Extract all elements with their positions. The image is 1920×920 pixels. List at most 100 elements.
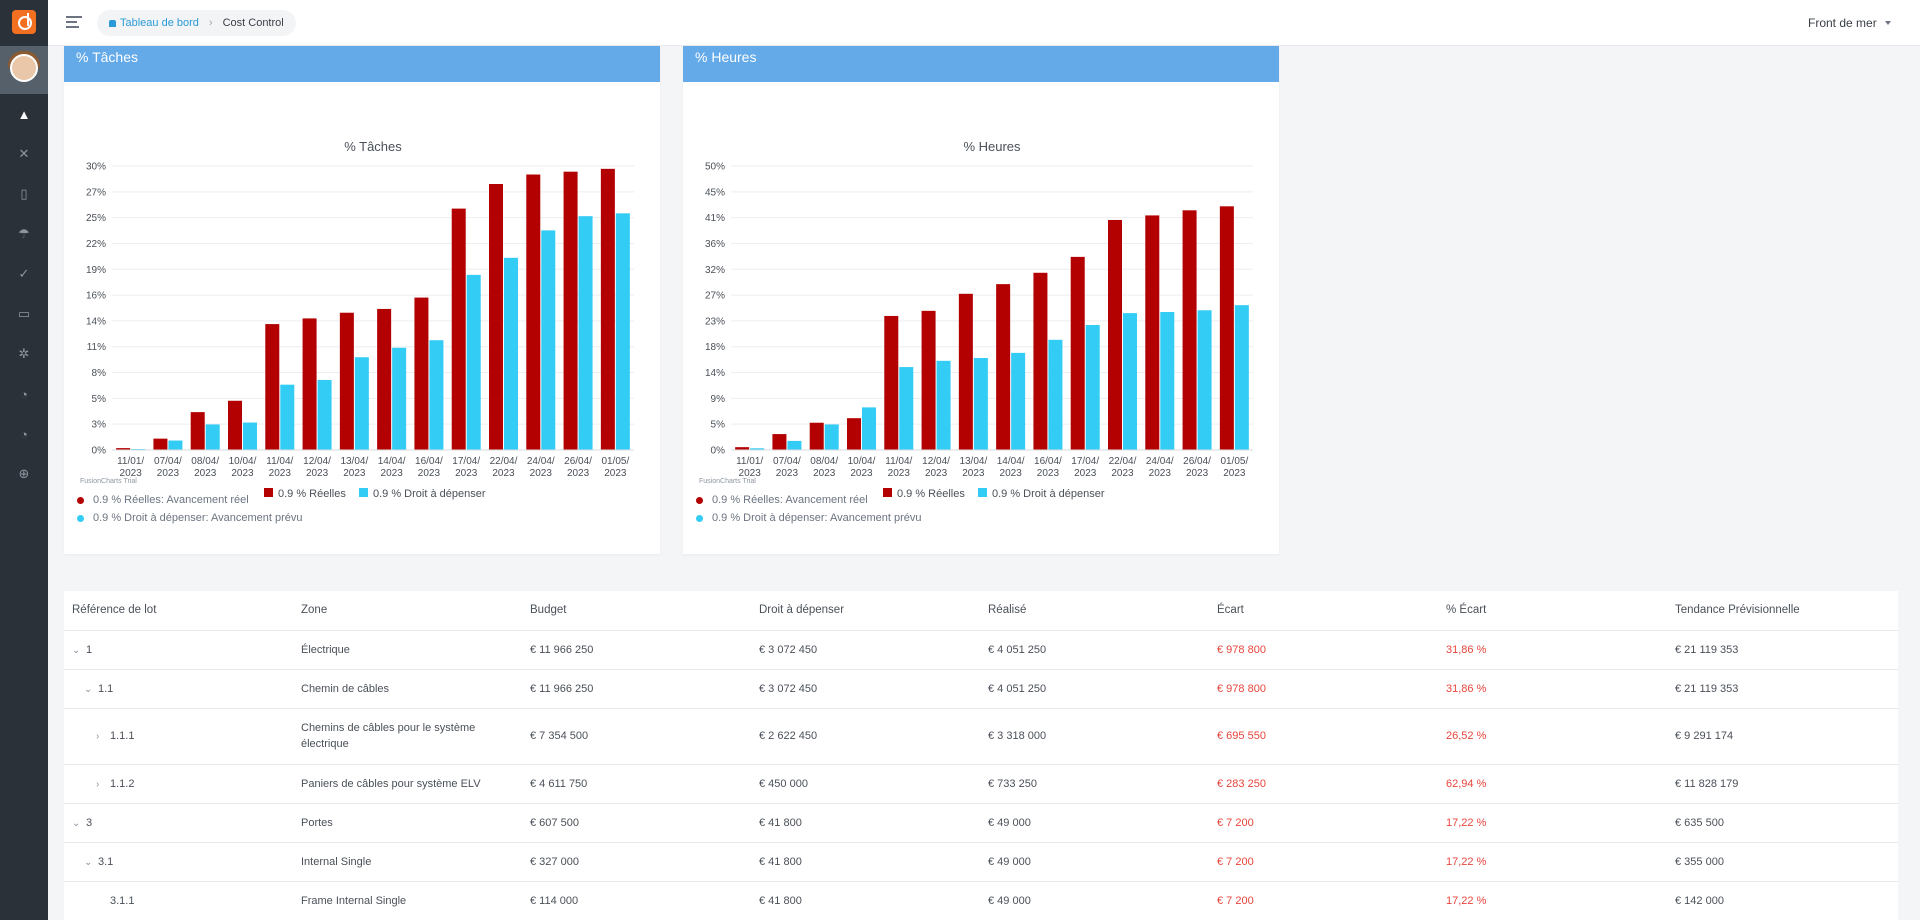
bar-reelles[interactable] — [809, 422, 824, 450]
column-header[interactable]: % Écart — [1438, 591, 1667, 631]
legend-label-droit[interactable]: 0.9 % Droit à dépenser — [373, 488, 486, 500]
chevron-down-icon[interactable]: ⌄ — [72, 644, 81, 656]
y-tick-label: 5% — [92, 394, 107, 405]
table-row[interactable]: ⌄ 3 Portes € 607 500 € 41 800 € 49 000 € 7 200… — [64, 803, 1898, 843]
bar-droit[interactable] — [787, 440, 802, 450]
droit-cell: € 41 800 — [751, 842, 980, 882]
bar-reelles[interactable] — [153, 438, 168, 450]
bar-droit[interactable] — [429, 340, 444, 450]
bar-reelles[interactable] — [1033, 272, 1048, 450]
table-row[interactable]: ⌄ 1 Électrique € 11 966 250 € 3 072 450 € 4 0… — [64, 630, 1898, 670]
table-row[interactable]: ⌄ 1.1 Chemin de câbles € 11 966 250 € 3 072 … — [64, 669, 1898, 709]
table-row[interactable]: ⌄ 3.1 Internal Single € 327 000 € 41 800 € 49… — [64, 842, 1898, 882]
column-header[interactable]: Budget — [522, 591, 751, 631]
bar-reelles[interactable] — [1219, 206, 1234, 450]
bar-droit[interactable] — [862, 407, 876, 450]
legend-label-reelles[interactable]: 0.9 % Réelles — [897, 488, 965, 500]
check-icon[interactable]: ✓ — [18, 266, 30, 281]
bar-reelles[interactable] — [190, 412, 205, 450]
bar-droit[interactable] — [1160, 311, 1175, 450]
bar-reelles[interactable] — [1070, 256, 1085, 450]
bar-droit[interactable] — [1234, 305, 1249, 450]
column-header[interactable]: Écart — [1209, 591, 1438, 631]
bar-droit[interactable] — [317, 379, 332, 450]
chevron-down-icon[interactable]: ⌄ — [72, 817, 81, 829]
bar-reelles[interactable] — [996, 284, 1011, 450]
bar-droit[interactable] — [899, 367, 914, 450]
bar-reelles[interactable] — [377, 308, 392, 450]
bar-droit[interactable] — [1085, 325, 1100, 450]
bar-reelles[interactable] — [958, 293, 973, 450]
bar-droit[interactable] — [824, 424, 839, 450]
chevron-right-icon[interactable]: › — [96, 778, 100, 790]
bar-droit[interactable] — [354, 357, 369, 450]
bar-reelles[interactable] — [526, 174, 541, 450]
bar-reelles[interactable] — [489, 183, 503, 450]
bar-reelles[interactable] — [921, 310, 936, 450]
column-header[interactable]: Référence de lot — [64, 591, 293, 631]
legend-label-reelles[interactable]: 0.9 % Réelles — [278, 488, 346, 500]
bar-droit[interactable] — [973, 357, 988, 450]
bar-droit[interactable] — [578, 216, 593, 450]
project-select[interactable]: Front de mer — [1800, 10, 1896, 36]
table-row[interactable]: › 1.1.2 Paniers de câbles pour système ELV… — [64, 764, 1898, 804]
bar-droit[interactable] — [750, 448, 765, 450]
chevron-right-icon[interactable]: › — [96, 731, 100, 742]
bar-droit[interactable] — [615, 213, 630, 450]
column-header[interactable]: Zone — [293, 591, 522, 631]
bar-droit[interactable] — [168, 440, 183, 450]
bar-reelles[interactable] — [772, 434, 787, 450]
gauge-icon[interactable]: ◔ — [20, 386, 28, 402]
umbrella-icon[interactable]: ☂ — [18, 226, 30, 241]
bar-droit[interactable] — [205, 424, 220, 450]
legend-label-droit[interactable]: 0.9 % Droit à dépenser — [992, 488, 1105, 500]
bar-reelles[interactable] — [228, 400, 242, 450]
chevron-down-icon[interactable]: ⌄ — [84, 683, 93, 695]
bar-reelles[interactable] — [1145, 215, 1160, 450]
budget-cell: € 4 611 750 — [522, 764, 751, 804]
bar-reelles[interactable] — [847, 418, 861, 450]
bar-droit[interactable] — [541, 230, 556, 450]
bar-reelles[interactable] — [414, 297, 429, 450]
car-icon[interactable]: ▲ — [17, 106, 31, 122]
bar-droit[interactable] — [504, 257, 518, 450]
bar-reelles[interactable] — [1108, 219, 1122, 450]
gear-icon[interactable]: ✲ — [18, 346, 30, 361]
table-row[interactable]: › 1.1.1 Chemins de câbles pour le système … — [64, 708, 1898, 765]
bar-reelles[interactable] — [339, 312, 354, 450]
bar-reelles[interactable] — [1182, 210, 1197, 450]
bar-reelles[interactable] — [735, 447, 750, 450]
tools-icon[interactable]: ✕ — [18, 146, 30, 161]
bar-droit[interactable] — [280, 384, 295, 450]
column-header[interactable]: Réalisé — [980, 591, 1209, 631]
folder-icon[interactable]: ▭ — [17, 306, 31, 321]
gauge-icon[interactable]: ◔ — [20, 426, 28, 442]
bar-reelles[interactable] — [265, 324, 280, 450]
bar-reelles[interactable] — [302, 318, 317, 450]
building-icon[interactable]: ▯ — [20, 186, 28, 201]
tendance-cell: € 142 000 — [1667, 881, 1898, 920]
bar-reelles[interactable] — [451, 208, 466, 450]
column-header[interactable]: Droit à dépenser — [751, 591, 980, 631]
chevron-down-icon[interactable]: ⌄ — [84, 856, 93, 868]
bar-droit[interactable] — [1123, 313, 1137, 450]
app-logo-icon[interactable] — [12, 10, 36, 34]
bar-droit[interactable] — [1011, 352, 1026, 450]
bar-reelles[interactable] — [600, 168, 615, 450]
bar-droit[interactable] — [243, 422, 257, 450]
dot-icon — [77, 496, 84, 504]
column-header[interactable]: Tendance Prévisionnelle — [1667, 591, 1898, 631]
bar-droit[interactable] — [1048, 339, 1063, 450]
bar-reelles[interactable] — [563, 171, 578, 450]
plus-circle-icon[interactable]: ⊕ — [18, 466, 30, 481]
bar-droit[interactable] — [1197, 310, 1212, 450]
sidebar-user-avatar[interactable] — [0, 46, 48, 94]
bar-reelles[interactable] — [884, 315, 899, 450]
bar-droit[interactable] — [392, 347, 407, 450]
bar-droit[interactable] — [466, 274, 481, 450]
breadcrumb-home-link[interactable]: Tableau de bord — [109, 17, 199, 29]
bar-droit[interactable] — [936, 360, 951, 450]
table-row[interactable]: 3.1.1 Frame Internal Single € 114 000 € 41 … — [64, 881, 1898, 920]
bar-reelles[interactable] — [116, 448, 131, 450]
menu-toggle-icon[interactable] — [66, 16, 82, 28]
